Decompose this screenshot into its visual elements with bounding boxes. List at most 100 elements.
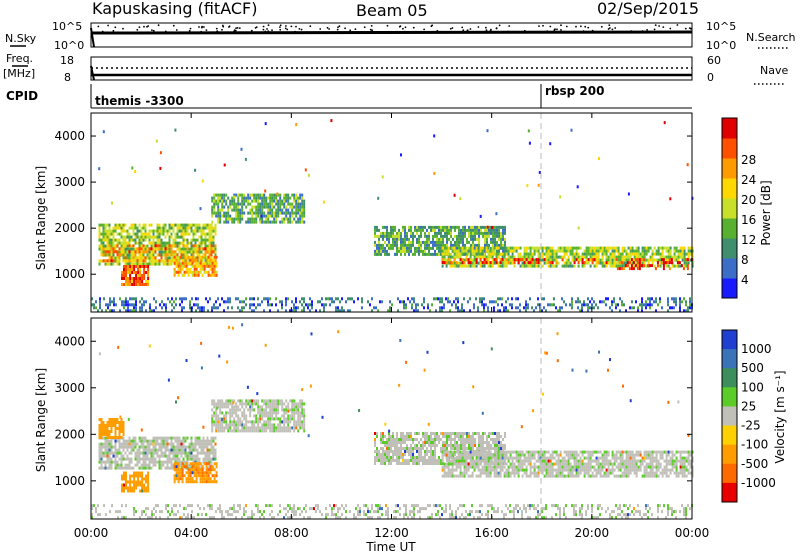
heatmap-cell bbox=[180, 229, 183, 233]
heatmap-cell bbox=[504, 225, 506, 229]
heatmap-cell bbox=[172, 451, 175, 455]
heatmap-cell bbox=[241, 429, 244, 433]
noise-dot bbox=[565, 25, 568, 28]
heatmap-cell bbox=[691, 249, 694, 253]
heatmap-cell bbox=[396, 444, 398, 447]
heatmap-cell bbox=[112, 229, 115, 233]
heatmap-cell bbox=[172, 442, 175, 446]
heatmap-cell bbox=[127, 300, 129, 304]
heatmap-cell bbox=[188, 442, 191, 446]
heatmap-cell bbox=[442, 234, 444, 238]
heatmap-cell bbox=[441, 300, 443, 304]
heatmap-cell bbox=[386, 234, 388, 238]
heatmap-cell bbox=[426, 234, 428, 238]
heatmap-cell bbox=[551, 261, 554, 265]
heatmap-cell bbox=[585, 246, 588, 250]
heatmap-cell bbox=[208, 253, 211, 257]
heatmap-cell bbox=[458, 231, 460, 235]
heatmap-cell bbox=[263, 426, 266, 430]
heatmap-cell bbox=[202, 460, 205, 464]
heatmap-cell bbox=[219, 211, 222, 215]
heatmap-cell bbox=[392, 243, 394, 247]
heatmap-cell bbox=[565, 249, 568, 253]
heatmap-cell bbox=[443, 261, 446, 265]
heatmap-cell bbox=[577, 297, 579, 301]
heatmap-cell bbox=[382, 246, 384, 250]
heatmap-cell bbox=[461, 261, 464, 265]
heatmap-cell bbox=[476, 243, 478, 247]
heatmap-cell bbox=[122, 259, 125, 263]
heatmap-cell bbox=[629, 252, 632, 256]
heatmap-cell bbox=[601, 300, 603, 304]
heatmap-cell bbox=[384, 252, 386, 256]
heatmap-cell bbox=[605, 303, 607, 307]
heatmap-cell bbox=[199, 474, 202, 478]
heatmap-cell bbox=[175, 462, 178, 466]
noise-dot bbox=[122, 27, 124, 30]
heatmap-cell bbox=[452, 432, 454, 435]
heatmap-cell bbox=[100, 223, 103, 227]
heatmap-cell bbox=[656, 264, 659, 268]
heatmap-cell bbox=[491, 255, 494, 259]
heatmap-cell bbox=[209, 468, 212, 472]
heatmap-cell bbox=[470, 228, 472, 232]
heatmap-cell bbox=[180, 226, 183, 230]
heatmap-cell bbox=[257, 205, 260, 209]
heatmap-cell bbox=[618, 261, 621, 265]
heatmap-cell bbox=[627, 192, 630, 196]
heatmap-cell bbox=[112, 226, 115, 230]
heatmap-cell bbox=[271, 214, 274, 218]
heatmap-cell bbox=[643, 303, 645, 307]
heatmap-cell bbox=[446, 447, 448, 450]
heatmap-cell bbox=[404, 252, 406, 256]
heatmap-cell bbox=[261, 199, 264, 203]
heatmap-cell bbox=[214, 253, 217, 257]
heatmap-cell bbox=[456, 243, 458, 247]
heatmap-cell bbox=[269, 202, 272, 206]
heatmap-cell bbox=[589, 249, 592, 253]
heatmap-cell bbox=[442, 444, 444, 447]
heatmap-cell bbox=[199, 480, 202, 484]
heatmap-cell bbox=[259, 214, 262, 218]
heatmap-cell bbox=[251, 193, 254, 197]
heatmap-cell bbox=[402, 459, 404, 462]
heatmap-cell bbox=[112, 454, 115, 458]
heatmap-cell bbox=[116, 460, 119, 464]
heatmap-cell bbox=[106, 241, 109, 245]
heatmap-cell bbox=[158, 235, 161, 239]
noise-dot bbox=[205, 29, 208, 31]
heatmap-cell bbox=[199, 267, 202, 271]
heatmap-cell bbox=[147, 477, 150, 481]
heatmap-cell bbox=[607, 258, 610, 262]
heatmap-cell bbox=[281, 426, 284, 430]
heatmap-cell bbox=[428, 462, 430, 465]
heatmap-cell bbox=[174, 128, 177, 132]
heatmap-cell bbox=[168, 454, 171, 458]
heatmap-cell bbox=[595, 246, 598, 250]
heatmap-cell bbox=[116, 436, 119, 439]
heatmap-cell bbox=[196, 253, 199, 257]
heatmap-cell bbox=[495, 255, 498, 259]
heatmap-cell bbox=[180, 460, 183, 464]
heatmap-cell bbox=[573, 255, 576, 259]
heatmap-cell bbox=[446, 435, 448, 438]
heatmap-cell bbox=[525, 261, 528, 265]
heatmap-cell bbox=[469, 249, 472, 253]
heatmap-cell bbox=[98, 433, 101, 436]
heatmap-cell bbox=[394, 447, 396, 450]
heatmap-cell bbox=[98, 427, 101, 430]
heatmap-cell bbox=[128, 457, 131, 461]
heatmap-cell bbox=[156, 229, 159, 233]
heatmap-cell bbox=[478, 237, 480, 241]
heatmap-cell bbox=[661, 249, 664, 253]
heatmap-cell bbox=[509, 249, 512, 253]
heatmap-cell bbox=[158, 244, 161, 248]
heatmap-cell bbox=[293, 196, 296, 200]
heatmap-cell bbox=[461, 303, 463, 307]
heatmap-cell bbox=[297, 220, 300, 224]
heatmap-cell bbox=[253, 402, 256, 406]
heatmap-cell bbox=[198, 256, 201, 260]
heatmap-cell bbox=[640, 264, 643, 268]
heatmap-cell bbox=[177, 477, 180, 481]
heatmap-cell bbox=[184, 448, 187, 452]
